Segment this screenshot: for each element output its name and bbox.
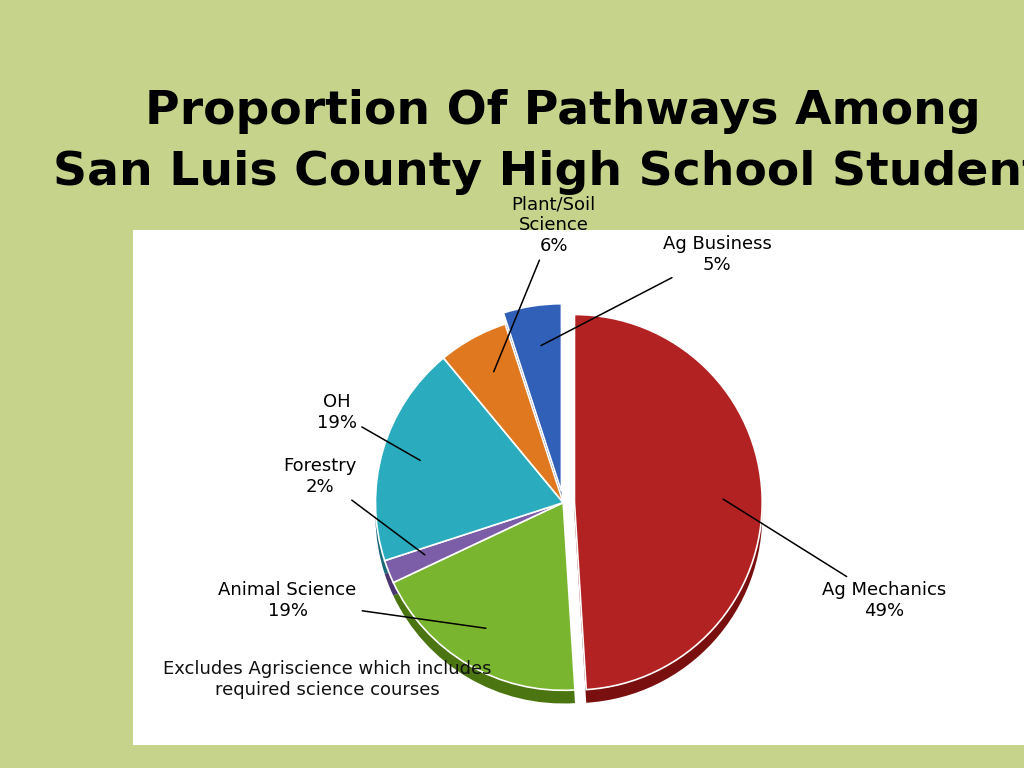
Wedge shape bbox=[504, 317, 561, 505]
Wedge shape bbox=[393, 516, 575, 703]
Wedge shape bbox=[376, 371, 563, 574]
Text: San Luis County High School Students: San Luis County High School Students bbox=[53, 151, 1024, 195]
Text: Plant/Soil
Science
6%: Plant/Soil Science 6% bbox=[494, 195, 596, 372]
Wedge shape bbox=[574, 315, 762, 690]
Wedge shape bbox=[376, 358, 563, 561]
Text: OH
19%: OH 19% bbox=[316, 393, 420, 460]
Text: Excludes Agriscience which includes
required science courses: Excludes Agriscience which includes requ… bbox=[164, 660, 492, 699]
Wedge shape bbox=[504, 304, 561, 492]
Wedge shape bbox=[385, 502, 563, 583]
Text: Ag Mechanics
49%: Ag Mechanics 49% bbox=[723, 499, 946, 620]
Wedge shape bbox=[393, 502, 575, 690]
Wedge shape bbox=[443, 337, 563, 516]
Text: Proportion Of Pathways Among: Proportion Of Pathways Among bbox=[145, 89, 981, 134]
Text: Forestry
2%: Forestry 2% bbox=[284, 457, 425, 554]
Wedge shape bbox=[443, 324, 563, 502]
Text: Ag Business
5%: Ag Business 5% bbox=[541, 235, 771, 346]
Wedge shape bbox=[574, 328, 762, 703]
Text: Animal Science
19%: Animal Science 19% bbox=[218, 581, 486, 628]
Wedge shape bbox=[385, 516, 563, 596]
